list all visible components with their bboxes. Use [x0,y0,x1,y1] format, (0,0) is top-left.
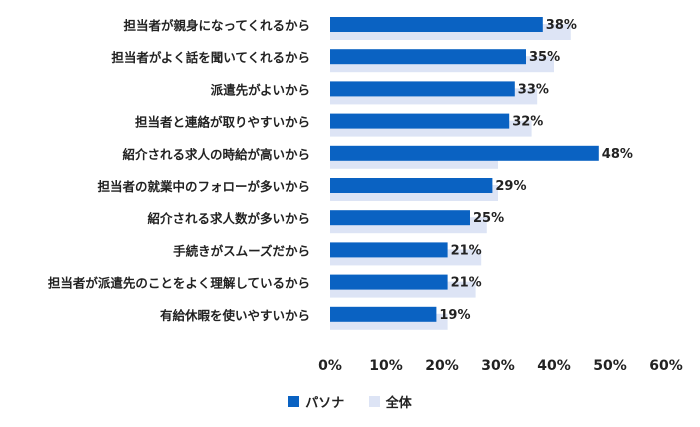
bar-chart: 38% 担当者が親身になってくれるから 35% 担当者がよく話を聞いてくれるから 33%… [48,17,683,374]
bar-pasona [330,49,526,65]
bar-pasona [330,81,515,97]
legend-swatch-overall [368,396,380,407]
data-label: 21% [451,276,482,291]
x-tick-label: 0% [318,358,342,374]
legend-label-pasona: パソナ [305,396,345,411]
bar-pasona [330,210,470,226]
category-label: 派遣先がよいから [211,82,310,97]
bar-pasona [330,145,599,161]
bar-pasona [330,113,510,129]
data-label: 38% [546,18,577,33]
category-label: 紹介される求人の時給が高いから [122,147,310,162]
bar-pasona [330,274,448,290]
x-tick-label: 10% [369,358,403,374]
bar-pasona [330,178,493,193]
category-label: 担当者がよく話を聞いてくれるから [111,50,310,65]
x-tick-label: 30% [481,358,515,374]
legend: パソナ 全体 [0,392,700,411]
data-label: 33% [518,82,549,97]
data-label: 19% [439,308,470,323]
category-label: 有給休暇を使いやすいから [160,308,310,323]
legend-item-pasona: パソナ [288,392,344,411]
data-label: 35% [529,50,560,65]
data-label: 29% [495,179,526,194]
bar-pasona [330,242,448,258]
data-label: 32% [512,115,543,130]
category-label: 担当者が親身になってくれるから [123,18,310,33]
category-label: 紹介される求人数が多いから [147,211,310,226]
category-label: 担当者と連絡が取りやすいから [135,115,310,130]
x-tick-label: 40% [537,358,571,374]
data-label: 25% [473,211,504,226]
legend-item-overall: 全体 [368,392,412,411]
bar-pasona [330,17,543,32]
category-label: 手続きがスムーズだから [173,243,310,258]
x-tick-label: 50% [593,358,627,374]
category-label: 担当者の就業中のフォローが多いから [97,179,310,194]
legend-swatch-pasona [288,396,300,407]
legend-label-overall: 全体 [385,396,412,411]
x-tick-label: 60% [649,358,683,374]
data-label: 21% [451,243,482,258]
data-label: 48% [602,147,633,162]
category-label: 担当者が派遣先のことをよく理解しているから [48,276,310,291]
x-tick-label: 20% [425,358,459,374]
bar-pasona [330,306,437,322]
